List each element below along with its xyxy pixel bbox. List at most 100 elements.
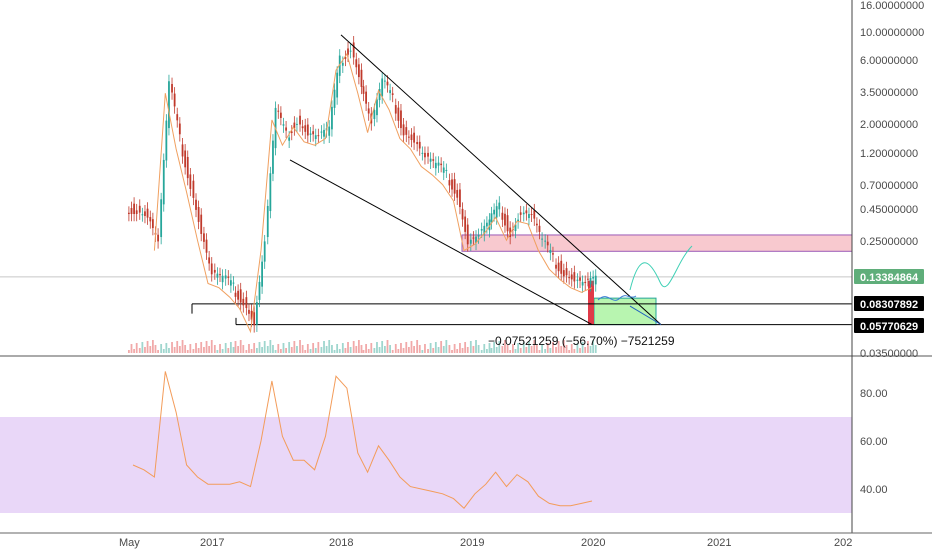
volume-bar <box>576 343 579 353</box>
candle-body <box>421 152 424 154</box>
candle-body <box>381 78 384 97</box>
annotation-zones <box>0 234 853 326</box>
volume-bar <box>279 349 282 353</box>
volume-bar <box>157 350 159 353</box>
candle-body <box>514 224 517 232</box>
candle-body <box>248 309 250 314</box>
volume-bar <box>469 341 472 353</box>
volume-bar <box>568 350 571 353</box>
volume-bar <box>389 345 391 353</box>
volume-bar <box>285 348 287 353</box>
volume-bar <box>370 343 373 353</box>
rsi-axis[interactable]: 80.00 60.00 40.00 <box>860 388 888 496</box>
candle-body <box>552 253 554 255</box>
time-label: 2020 <box>581 537 605 549</box>
price-tick: 16.00000000 <box>860 0 924 12</box>
candle-body <box>477 234 480 237</box>
volume-bar <box>391 350 394 353</box>
volume-bar <box>506 345 509 353</box>
volume-bar <box>341 343 344 353</box>
candle-body <box>565 268 568 276</box>
candle-body <box>429 158 432 162</box>
candle-body <box>480 229 483 231</box>
volume-bar <box>495 347 498 353</box>
candle-body <box>587 278 589 280</box>
volume-bar <box>331 345 333 353</box>
candle-body <box>176 114 179 121</box>
volume-bar <box>261 347 263 353</box>
candle-body <box>555 264 557 269</box>
volume-bar <box>440 341 443 353</box>
candlesticks <box>127 36 597 333</box>
candle-body <box>299 115 301 125</box>
volume-bar <box>250 349 253 353</box>
volume-bar <box>394 344 397 353</box>
volume-bar <box>328 340 331 353</box>
volume-bar <box>171 342 173 353</box>
volume-bar <box>376 342 378 353</box>
trend-drawings <box>191 34 693 326</box>
price-axis[interactable]: 16.00000000 10.00000000 6.00000000 3.500… <box>860 0 924 360</box>
volume-bar <box>488 343 491 353</box>
candle-body <box>570 274 573 280</box>
volume-bar <box>347 342 349 353</box>
volume-bar <box>255 348 258 353</box>
time-label: 2017 <box>200 537 224 549</box>
candle-body <box>165 120 168 161</box>
candle-body <box>594 275 597 285</box>
candle-body <box>151 219 154 229</box>
candle-body <box>383 80 386 82</box>
volume-bar <box>570 344 573 353</box>
volume-bar <box>304 350 307 353</box>
volume-bar <box>519 348 522 353</box>
support-upper-tag: 0.08307892 <box>854 296 924 311</box>
candle-body <box>355 59 358 68</box>
volume-bar <box>528 341 530 353</box>
volume-bar <box>427 349 429 353</box>
volume-bar <box>432 348 435 353</box>
price-tick: 1.20000000 <box>860 148 918 160</box>
volume-bar <box>312 343 315 353</box>
support-upper-value: 0.08307892 <box>860 299 918 311</box>
volume-bars <box>127 340 597 353</box>
candle-body <box>432 159 435 161</box>
candle-body <box>424 152 426 158</box>
volume-bar <box>405 342 408 353</box>
candle-body <box>461 208 464 220</box>
candle-body <box>451 179 453 190</box>
volume-bar <box>245 350 248 353</box>
candle-body <box>546 241 549 246</box>
projection-path <box>629 245 693 291</box>
volume-bar <box>203 347 205 353</box>
candle-body <box>352 42 355 58</box>
volume-bar <box>181 340 184 353</box>
candle-body <box>227 276 230 278</box>
volume-bar <box>184 345 187 353</box>
volume-bar <box>248 344 250 353</box>
candle-body <box>568 277 571 279</box>
projection-wave <box>597 295 637 301</box>
candle-body <box>293 122 296 129</box>
volume-bar <box>210 340 213 353</box>
candle-body <box>237 290 239 300</box>
volume-bar <box>365 344 367 353</box>
candle-body <box>304 125 307 132</box>
volume-bar <box>195 343 197 353</box>
candle-body <box>576 279 579 281</box>
candle-body <box>434 162 437 169</box>
candle-body <box>130 208 133 215</box>
candle-body <box>277 110 280 112</box>
volume-bar <box>448 345 451 353</box>
candle-body <box>288 137 291 141</box>
volume-bar <box>466 347 469 353</box>
time-label: May <box>119 537 140 549</box>
volume-bar <box>258 342 261 353</box>
volume-bar <box>544 349 547 353</box>
volume-bar <box>306 344 309 353</box>
volume-bar <box>514 349 517 353</box>
candle-body <box>133 203 135 215</box>
candle-body <box>365 91 367 104</box>
volume-bar <box>344 348 347 353</box>
time-axis[interactable]: May 2017 2018 2019 2020 2021 202 <box>119 537 852 549</box>
